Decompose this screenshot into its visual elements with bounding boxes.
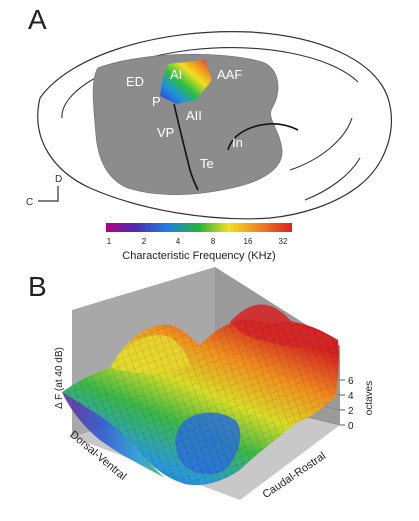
- colorbar-title: Characteristic Frequency (KHz): [122, 250, 275, 262]
- ai-tonotopic-patch: [160, 60, 212, 104]
- region-label-aaf: AAF: [217, 67, 242, 82]
- sulcus-line: [61, 47, 359, 119]
- colorbar-gradient: [106, 223, 292, 232]
- region-label-vp: VP: [157, 125, 174, 140]
- sulcus-line: [304, 157, 361, 201]
- surface-mesh-overlay: [62, 319, 339, 486]
- colorbar-tick: 1: [107, 237, 112, 246]
- surface-plot: 0 2 4 6 octaves Δ F (at 40 dB) Dorsal-Ve…: [54, 267, 375, 501]
- z-tick: 0: [348, 421, 354, 432]
- region-label-te: Te: [200, 156, 214, 171]
- z-tick: 6: [348, 376, 354, 387]
- panel-a-label: A: [28, 4, 47, 35]
- region-label-aii: AII: [186, 108, 202, 123]
- sulcus-line: [289, 117, 353, 171]
- region-label-p: P: [152, 94, 161, 109]
- orientation-caudal-label: C: [26, 197, 33, 208]
- z-tick: 2: [348, 406, 354, 417]
- panel-b-label: B: [28, 271, 47, 302]
- auditory-cortex-region: [92, 53, 283, 195]
- colorbar-tick: 32: [279, 237, 288, 246]
- region-label-ed: ED: [126, 74, 144, 89]
- region-label-ai: AI: [170, 67, 182, 82]
- z-axis-label: Δ F (at 40 dB): [54, 347, 65, 409]
- z-unit-label: octaves: [364, 381, 375, 415]
- cortex-outline: [37, 31, 392, 220]
- surface-front-edge: [62, 392, 165, 478]
- colorbar-tick: 4: [176, 237, 181, 246]
- orientation-axes: D C: [26, 174, 62, 208]
- orientation-dorsal-label: D: [55, 174, 62, 185]
- sulcus-line: [173, 103, 199, 191]
- brain-diagram: AI AAF ED P AII VP In Te: [37, 31, 392, 220]
- colorbar-tick: 8: [211, 237, 216, 246]
- region-label-in: In: [232, 135, 243, 150]
- colorbar-tick: 16: [244, 237, 253, 246]
- colorbar-tick: 2: [142, 237, 147, 246]
- sulcus-line: [227, 123, 299, 151]
- z-tick: 4: [348, 391, 354, 402]
- colorbar: 1 2 4 8 16 32 Characteristic Frequency (…: [106, 223, 292, 262]
